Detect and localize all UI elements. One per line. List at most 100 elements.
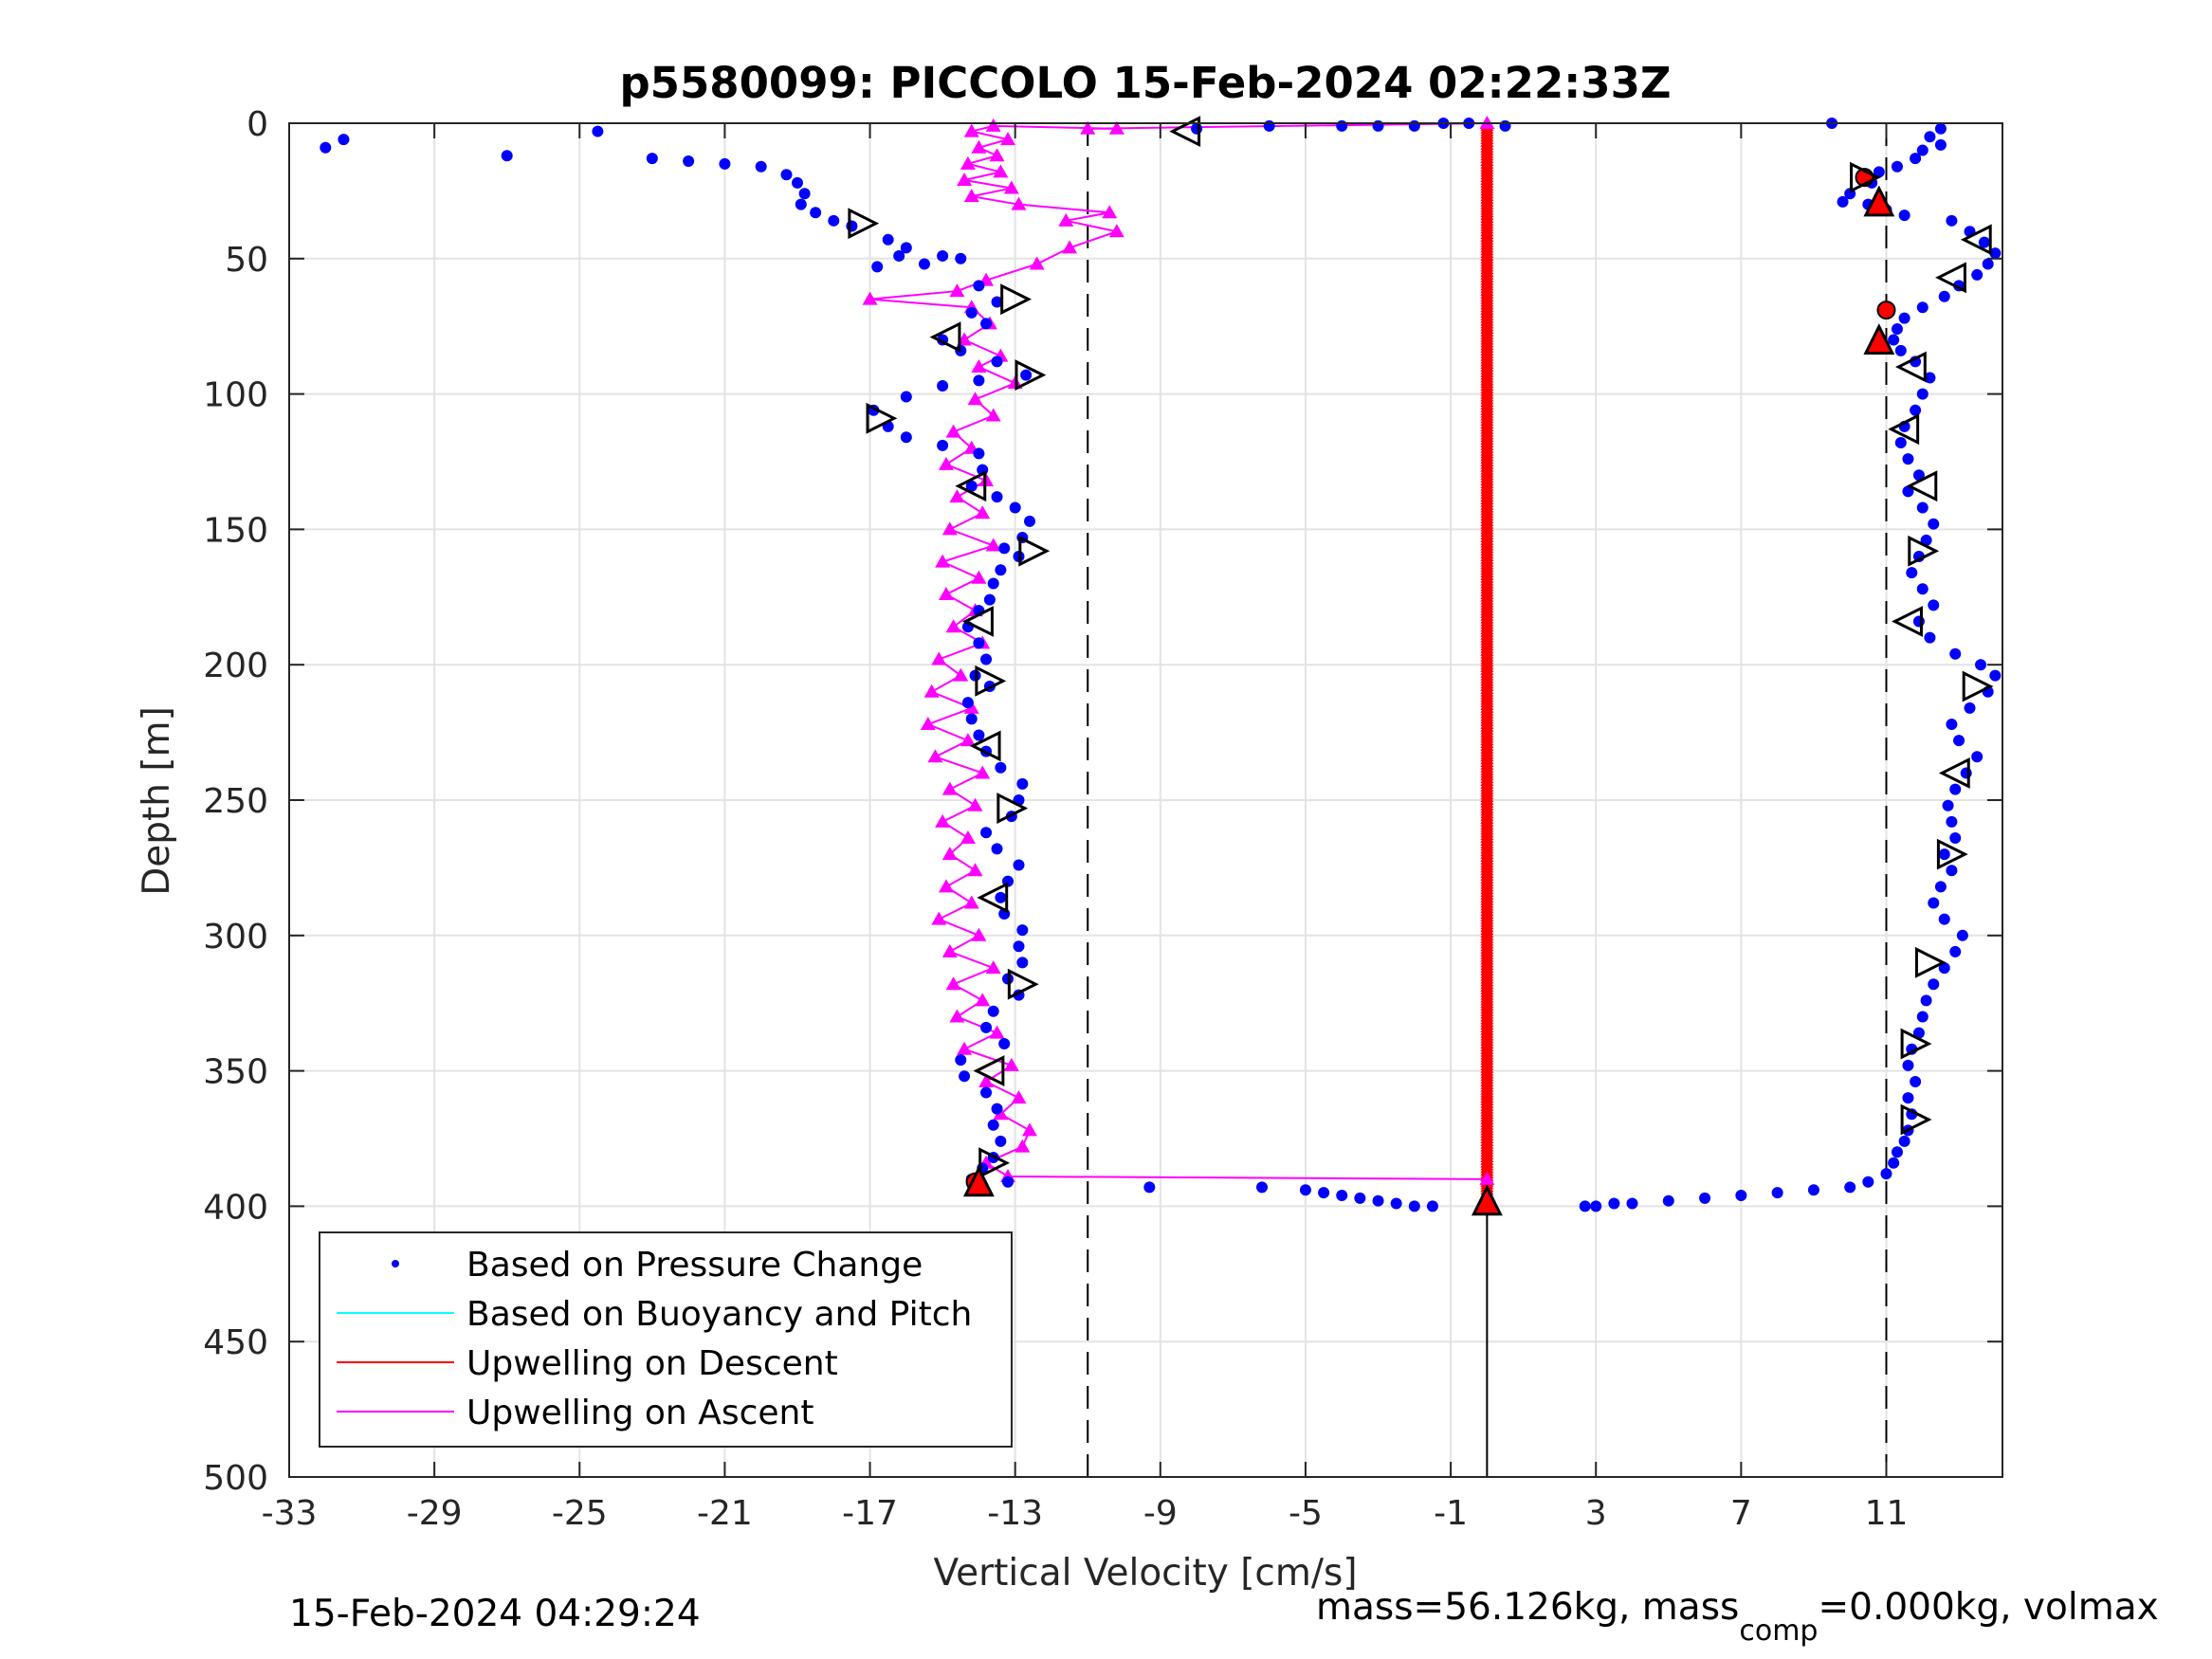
- pressure-change-point: [1978, 236, 1990, 248]
- upwelling-ascent-marker: [989, 148, 1005, 162]
- open-triangle-marker: [962, 606, 994, 637]
- upwelling-ascent-marker: [1062, 240, 1078, 254]
- pressure-change-point: [1934, 122, 1947, 135]
- pressure-change-point: [1916, 388, 1929, 400]
- upwelling-ascent-marker: [1003, 1057, 1019, 1071]
- pressure-change-point: [1318, 1187, 1330, 1199]
- y-tick-label: 400: [203, 1188, 268, 1227]
- pressure-change-point: [1934, 881, 1947, 893]
- pressure-change-point: [1013, 859, 1025, 871]
- pressure-change-point: [1956, 929, 1968, 941]
- pressure-change-point: [1590, 1200, 1602, 1212]
- upwelling-ascent-marker: [935, 813, 951, 828]
- red-triangle-marker: [1863, 323, 1895, 355]
- pressure-change-point: [1928, 599, 1940, 611]
- pressure-change-point: [1906, 567, 1918, 579]
- upwelling-ascent-marker: [941, 943, 958, 957]
- pressure-change-point: [1807, 1184, 1819, 1196]
- pressure-change-point: [955, 252, 967, 264]
- x-tick-label: -25: [552, 1494, 608, 1533]
- pressure-change-point: [991, 1103, 1003, 1115]
- upwelling-ascent-marker: [975, 993, 991, 1007]
- pressure-change-point: [1946, 214, 1958, 227]
- pressure-change-point: [1902, 1092, 1914, 1104]
- pressure-change-point: [1898, 312, 1910, 324]
- pressure-change-point: [1408, 119, 1420, 132]
- pressure-change-point: [1880, 1168, 1892, 1180]
- y-tick-label: 250: [203, 782, 268, 821]
- red-triangle-marker: [962, 1165, 995, 1197]
- open-triangle-marker: [1906, 470, 1938, 502]
- pressure-change-point: [1938, 913, 1950, 925]
- open-triangle-marker: [848, 208, 880, 240]
- pressure-change-point: [1910, 404, 1922, 416]
- footer-timestamp: 15-Feb-2024 04:29:24: [289, 1593, 701, 1635]
- pressure-change-point: [991, 843, 1003, 855]
- y-tick-label: 500: [203, 1459, 268, 1498]
- upwelling-ascent-marker: [971, 139, 987, 154]
- pressure-change-point: [1912, 469, 1925, 482]
- open-triangle-marker: [1000, 283, 1033, 316]
- pressure-change-point: [980, 827, 993, 839]
- pressure-change-point: [1916, 144, 1929, 156]
- upwelling-ascent-marker: [967, 392, 983, 406]
- pressure-change-point: [1873, 166, 1885, 178]
- open-triangle-marker: [1894, 351, 1927, 383]
- pressure-change-point: [1928, 518, 1940, 530]
- pressure-change-point: [893, 249, 905, 262]
- pressure-change-point: [1910, 1076, 1922, 1088]
- pressure-change-point: [1336, 1189, 1348, 1201]
- pressure-change-point: [338, 134, 350, 146]
- open-triangle-marker: [1888, 413, 1920, 446]
- open-triangle-marker: [969, 730, 1001, 762]
- pressure-change-point: [1912, 1027, 1925, 1039]
- pressure-change-point: [1902, 1059, 1914, 1071]
- pressure-change-point: [1608, 1197, 1620, 1210]
- pressure-change-point: [980, 1021, 993, 1033]
- legend-entry-label: Based on Buoyancy and Pitch: [466, 1295, 972, 1334]
- upwelling-ascent-marker: [862, 291, 878, 305]
- pressure-change-point: [900, 242, 912, 254]
- pressure-change-point: [1946, 865, 1958, 877]
- pressure-change-point: [1626, 1197, 1638, 1210]
- pressure-change-point: [1949, 783, 1962, 795]
- upwelling-ascent-marker: [927, 749, 943, 763]
- x-tick-label: -13: [987, 1494, 1043, 1533]
- y-tick-label: 150: [203, 511, 268, 550]
- pressure-change-point: [1902, 453, 1914, 465]
- pressure-change-point: [1891, 160, 1903, 173]
- pressure-change-point: [1016, 957, 1029, 969]
- x-tick-label: 3: [1585, 1494, 1607, 1533]
- pressure-change-point: [980, 1086, 993, 1099]
- open-triangle-marker: [929, 321, 961, 354]
- pressure-change-point: [1299, 1184, 1311, 1196]
- red-dot-marker: [1876, 301, 1896, 320]
- legend-entry-label: Upwelling on Ascent: [466, 1394, 814, 1432]
- open-triangle-marker: [1938, 757, 1970, 789]
- upwelling-ascent-marker: [985, 538, 1001, 552]
- pressure-change-point: [1971, 751, 1983, 763]
- upwelling-ascent-marker: [1479, 1171, 1495, 1185]
- pressure-change-point: [1924, 372, 1936, 384]
- x-tick-label: 7: [1730, 1494, 1752, 1533]
- upwelling-ascent-marker: [1015, 1139, 1031, 1153]
- open-triangle-marker: [1018, 535, 1051, 567]
- pressure-change-point: [980, 318, 993, 330]
- pressure-change-point: [501, 150, 513, 162]
- pressure-change-point: [1898, 1135, 1910, 1147]
- pressure-change-point: [965, 713, 978, 725]
- pressure-change-point: [1949, 945, 1962, 957]
- upwelling-ascent-marker: [1021, 1122, 1037, 1137]
- open-triangle-marker: [1914, 946, 1947, 978]
- y-tick-label: 0: [247, 105, 268, 144]
- pressure-change-point: [959, 1070, 971, 1083]
- upwelling-ascent-marker: [985, 118, 1001, 132]
- open-triangle-marker: [977, 882, 1009, 914]
- red-triangle-marker: [1471, 1184, 1503, 1216]
- pressure-change-point: [937, 380, 949, 392]
- pressure-change-point: [1735, 1189, 1747, 1201]
- x-axis-label: Vertical Velocity [cm/s]: [933, 1552, 1357, 1595]
- upwelling-ascent-marker: [1108, 224, 1124, 238]
- footer-mass-subscript: comp: [1739, 1614, 1818, 1648]
- pressure-change-point: [1949, 647, 1962, 660]
